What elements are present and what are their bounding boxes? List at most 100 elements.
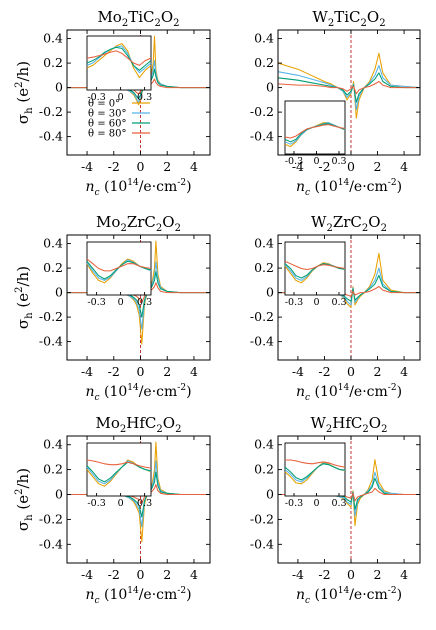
y-tick-label: -0.4 (250, 129, 274, 144)
x-tick-label: -2 (108, 567, 120, 582)
y-tick-label: -0.2 (39, 511, 63, 526)
x-tick-label: 0 (347, 159, 355, 174)
x-tick-label: 2 (374, 364, 382, 379)
inset-series-line-3 (284, 463, 346, 481)
y-tick-label: -0.4 (250, 536, 274, 551)
inset: -0.3 0 0.3 (86, 241, 152, 308)
title-part: HfC (332, 414, 362, 432)
xlabel-superscript: 14 (338, 586, 350, 596)
title-part: O (162, 213, 174, 231)
x-tick-label: 2 (374, 159, 382, 174)
x-axis-label: nc (1014/e·cm-2) (85, 586, 191, 606)
x-tick-label: 4 (190, 567, 198, 582)
title-subscript: 2 (379, 18, 385, 29)
y-tick-label: 0.2 (254, 462, 274, 477)
y-axis-label: σh (e2/h) (14, 61, 35, 124)
x-tick-label: 2 (163, 159, 171, 174)
legend-label: θ = 0° (88, 99, 120, 110)
title-subscript: 2 (381, 223, 387, 234)
ylabel-superscript: 2 (14, 287, 25, 293)
xlabel-superscript: -2 (388, 178, 397, 188)
y-tick-label: 0.2 (254, 55, 274, 70)
plot-frame (277, 435, 421, 564)
inset-x-tick-label: 0 (313, 156, 319, 167)
x-tick-label: -4 (81, 364, 93, 379)
inset-x-tick-label: 0.3 (137, 297, 152, 308)
plot-frame (277, 234, 421, 361)
y-tick-label: -0.4 (250, 334, 274, 349)
panel-title: W2HfC2O2 (311, 414, 388, 435)
xlabel-subscript: c (94, 188, 99, 198)
ylabel-part: (e (14, 495, 32, 515)
x-axis-label: nc (1014/e·cm-2) (296, 586, 402, 606)
xlabel-superscript: 14 (338, 383, 350, 393)
y-tick-label: 0.4 (43, 437, 63, 452)
ylabel-part: /h) (14, 266, 32, 287)
inset: -0.3 0 0.3 (86, 442, 152, 509)
panel-title: Mo2HfC2O2 (96, 414, 182, 435)
inset-x-tick-label: 0.3 (331, 156, 346, 167)
inset-series-line-2 (86, 45, 152, 74)
inset-x-tick-label: 0.3 (137, 498, 152, 509)
xlabel-part: (10 (100, 587, 128, 603)
title-part: O (163, 414, 175, 432)
inset: -0.3 0 0.3 (284, 241, 347, 308)
title-subscript: 2 (362, 223, 368, 234)
x-tick-label: 0 (137, 364, 145, 379)
inset-x-tick-label: -0.3 (87, 498, 105, 509)
inset-series-line-4 (86, 459, 152, 469)
plot-frame (66, 234, 211, 361)
xlabel-superscript: 14 (338, 178, 350, 188)
title-subscript: 2 (120, 424, 126, 435)
panel-title: Mo2ZrC2O2 (96, 213, 181, 234)
panel-5: Mo2HfC2O2-4 -2 0 2 4-0.4-0.200.20.4nc (1014/… (14, 414, 211, 606)
xlabel-superscript: 14 (127, 178, 139, 188)
ylabel-part: σ (14, 114, 32, 124)
title-part: Mo (96, 414, 120, 432)
x-tick-label: 0 (137, 567, 145, 582)
xlabel-part: ) (186, 179, 191, 195)
xlabel-subscript: c (94, 596, 99, 606)
inset-series-line-1 (86, 43, 152, 79)
x-tick-label: -4 (292, 567, 304, 582)
y-tick-label: -0.2 (39, 309, 63, 324)
inset: -0.3 0 0.3 (86, 35, 152, 103)
ylabel-subscript: h (24, 312, 35, 319)
ylabel-superscript: 2 (14, 489, 25, 495)
x-tick-label: -2 (318, 159, 330, 174)
series-line-4 (277, 80, 420, 95)
y-tick-label: -0.2 (39, 104, 63, 119)
xlabel-subscript: c (305, 596, 310, 606)
ylabel-part: σ (14, 521, 32, 531)
x-tick-label: -2 (318, 567, 330, 582)
xlabel-subscript: c (305, 393, 310, 403)
xlabel-superscript: -2 (177, 383, 186, 393)
title-part: Mo (97, 8, 121, 26)
inset-x-tick-label: -0.3 (285, 297, 303, 308)
inset-series-line-3 (86, 461, 152, 483)
ylabel-superscript: 2 (14, 82, 25, 88)
inset-series-line-4 (284, 124, 346, 139)
inset-x-tick-label: 0.3 (331, 498, 346, 509)
title-subscript: 2 (175, 424, 181, 435)
xlabel-part: /e·cm (139, 179, 178, 195)
xlabel-part: ) (186, 587, 191, 603)
title-part: ZrC (333, 213, 362, 231)
xlabel-part: ) (397, 179, 402, 195)
y-tick-label: -0.2 (250, 309, 274, 324)
title-subscript: 2 (175, 223, 181, 234)
xlabel-part: ) (397, 384, 402, 400)
ylabel-part: /h) (14, 61, 32, 82)
y-tick-label: -0.4 (39, 536, 63, 551)
inset-x-tick-label: 0 (313, 297, 319, 308)
x-tick-label: 2 (163, 567, 171, 582)
xlabel-part: /e·cm (139, 384, 178, 400)
inset-x-tick-label: 0 (313, 498, 319, 509)
plot-frame (277, 29, 421, 156)
xlabel-part: n (85, 587, 94, 603)
title-part: W (312, 8, 328, 26)
x-tick-label: -2 (318, 364, 330, 379)
xlabel-superscript: -2 (177, 178, 186, 188)
xlabel-part: n (296, 384, 305, 400)
ylabel-subscript: h (24, 514, 35, 521)
